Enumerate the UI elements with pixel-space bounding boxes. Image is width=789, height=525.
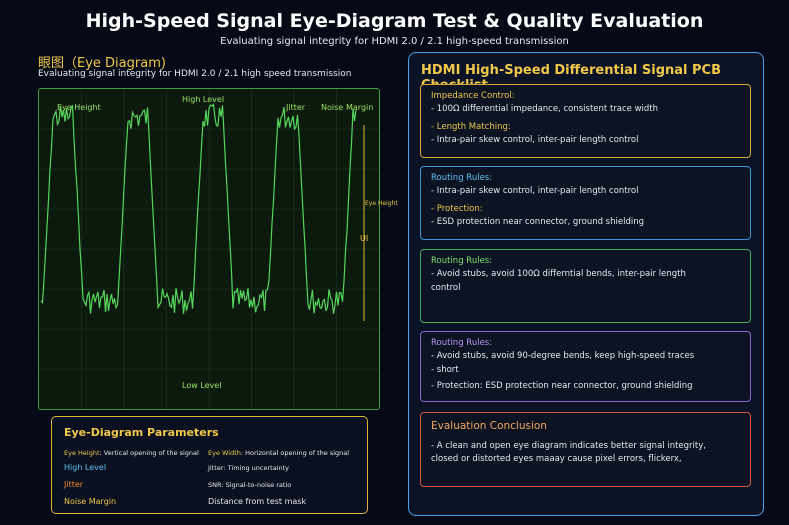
- protection-text: - ESD protection near connector, ground …: [431, 217, 644, 227]
- routing-heading-2: Routing Rules:: [431, 256, 493, 266]
- checklist-impedance-box: Impedance Control: - 100Ω differential i…: [420, 84, 751, 158]
- page-subtitle: Evaluating signal integrity for HDMI 2.0…: [220, 36, 569, 47]
- label-high-level: High Level: [182, 95, 225, 104]
- label-noise: Noise: [321, 103, 344, 112]
- param-jitter-timing: Jitter: Timing uncertainty: [208, 464, 290, 472]
- conclusion-text-2: closed or distorted eyes maaay cause pix…: [431, 454, 682, 464]
- oscilloscope-display: Eye Height High Level Jitter Noise Margi…: [38, 88, 398, 410]
- checklist-routing-box-1: Routing Rules: - Intra-pair skew control…: [420, 166, 751, 240]
- parameters-title: Eye-Diagram Parameters: [64, 426, 219, 439]
- eye-diagram-subtitle: Evaluating signal integrity for HDMI 2.0…: [38, 69, 352, 79]
- routing-text-1: - Intra-pair skew control, inter-pair le…: [431, 186, 639, 196]
- param-snr: SNR: Signal-to-noise ratio: [208, 481, 292, 489]
- param-distance-from-mask: Distance from test mask: [208, 497, 307, 506]
- eye-diagram-title: 眼图（Eye Diagram): [38, 56, 166, 71]
- eye-diagram-parameters: Eye-Diagram Parameters Eye Height: Verti…: [51, 416, 368, 514]
- checklist-routing-box-3: Routing Rules: - Avoid stubs, avoid 90-d…: [420, 331, 751, 402]
- label-eye-height-marker: Eye Height: [365, 200, 398, 207]
- routing-text-3c: - Protection: ESD protection near connec…: [431, 381, 693, 391]
- routing-heading-3: Routing Rules:: [431, 338, 493, 348]
- label-low-level: Low Level: [182, 381, 222, 390]
- pcb-checklist-panel: HDMI High-Speed Differential Signal PCB …: [408, 52, 764, 516]
- label-eye-height: Eye Height: [57, 103, 101, 112]
- evaluation-conclusion-box: Evaluation Conclusion - A clean and open…: [420, 412, 751, 487]
- checklist-routing-box-2: Routing Rules: - Avoid stubs, avoid 100Ω…: [420, 249, 751, 323]
- label-ui: UI: [360, 234, 369, 243]
- param-high-level: High Level: [64, 463, 107, 472]
- routing-text-2a: - Avoid stubs, avoid 100Ω differntial be…: [431, 269, 686, 279]
- page-title: High-Speed Signal Eye-Diagram Test & Qua…: [85, 10, 704, 32]
- length-matching-text: - Intra-pair skew control, inter-pair le…: [431, 135, 639, 145]
- label-jitter: Jitter: [286, 103, 306, 112]
- routing-heading-1: Routing Rules:: [431, 173, 493, 183]
- routing-text-3a: - Avoid stubs, avoid 90-degree bends, ke…: [431, 351, 695, 361]
- label-margin: Margin: [346, 103, 374, 112]
- routing-text-3b: - short: [431, 365, 459, 375]
- param-noise-margin: Noise Margin: [64, 497, 117, 506]
- impedance-heading: Impedance Control:: [431, 91, 515, 101]
- param-jitter: Jitter: [64, 480, 84, 489]
- eye-diagram-plot: [39, 89, 379, 409]
- param-eye-width: Eye Width: Horizontal opening of the sig…: [208, 449, 350, 457]
- conclusion-text-1: - A clean and open eye diagram indicates…: [431, 441, 706, 451]
- conclusion-heading: Evaluation Conclusion: [431, 420, 547, 432]
- protection-heading: - Protection:: [431, 204, 483, 214]
- signal-trace: [40, 103, 357, 314]
- length-matching-heading: - Length Matching:: [431, 122, 511, 132]
- param-eye-height: Eye Height: Vertical opening of the sign…: [64, 449, 199, 457]
- routing-text-2b: control: [431, 283, 461, 293]
- impedance-text: - 100Ω differential impedance, consisten…: [431, 104, 659, 114]
